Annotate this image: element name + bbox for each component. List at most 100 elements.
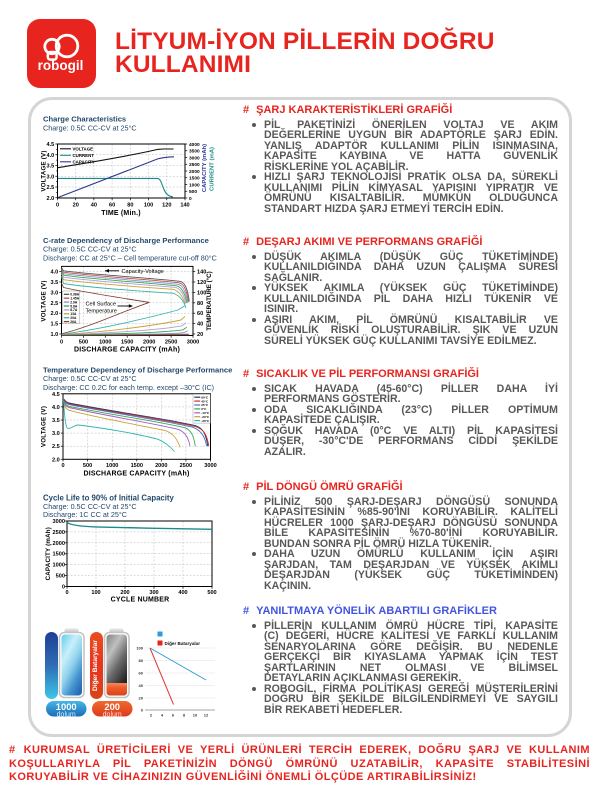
svg-text:Diğer Bataryalar: Diğer Bataryalar [165,641,201,646]
svg-text:20A: 20A [70,316,77,320]
svg-text:4: 4 [161,713,164,718]
svg-text:500: 500 [189,189,197,195]
svg-text:2.9A: 2.9A [70,300,78,304]
svg-text:60°C: 60°C [201,395,209,399]
svg-text:1000: 1000 [99,340,111,346]
svg-text:Diğer Bataryalar: Diğer Bataryalar [92,640,99,691]
svg-text:2.0: 2.0 [51,311,59,317]
svg-text:20: 20 [197,332,203,338]
svg-text:1500: 1500 [121,340,133,346]
svg-text:100: 100 [197,290,206,296]
svg-text:CAPACITY (mAh): CAPACITY (mAh) [202,144,208,192]
svg-text:12: 12 [204,713,209,718]
svg-text:2.5: 2.5 [47,185,55,191]
svg-text:140: 140 [180,203,189,209]
svg-text:100: 100 [144,203,153,209]
svg-text:20: 20 [73,203,79,209]
svg-text:CAPACITY (mAh): CAPACITY (mAh) [45,527,52,580]
svg-text:3000: 3000 [53,519,65,525]
svg-text:2500: 2500 [165,340,177,346]
svg-text:VOLTAGE: VOLTAGE [73,147,94,152]
svg-text:Charge Characteristics: Charge Characteristics [43,115,126,124]
svg-text:3500: 3500 [189,149,200,155]
svg-text:1500: 1500 [53,552,65,558]
svg-text:robogil: robogil [38,58,84,73]
svg-text:Cycle Life to 90% of Initial C: Cycle Life to 90% of Initial Capacity [43,494,175,503]
svg-text:400: 400 [178,590,187,596]
svg-text:300: 300 [149,590,158,596]
svg-text:500: 500 [79,340,88,346]
svg-text:3.5: 3.5 [47,164,55,170]
svg-text:2000: 2000 [143,340,155,346]
svg-text:200: 200 [120,590,129,596]
svg-text:CAPACITY: CAPACITY [73,160,95,165]
svg-text:100: 100 [91,590,100,596]
svg-text:60: 60 [109,203,115,209]
svg-text:0.98A: 0.98A [70,293,79,297]
svg-text:2000: 2000 [53,541,65,547]
svg-text:3.5: 3.5 [52,418,60,424]
svg-text:4.5: 4.5 [52,392,60,398]
svg-text:2000: 2000 [155,463,167,469]
svg-text:DISCHARGE CAPACITY (mAh): DISCHARGE CAPACITY (mAh) [83,471,189,478]
svg-text:0: 0 [60,340,63,346]
svg-text:VOLTAGE (V): VOLTAGE (V) [41,150,48,191]
svg-text:200: 200 [104,701,120,712]
svg-text:TIME (Min.): TIME (Min.) [101,210,141,217]
svg-text:0: 0 [141,708,144,713]
svg-text:0°C: 0°C [201,407,207,411]
svg-text:dolum: dolum [57,711,76,718]
svg-text:2.0: 2.0 [52,457,60,463]
svg-text:VOLTAGE (V): VOLTAGE (V) [41,280,48,321]
svg-text:4.0: 4.0 [51,270,59,276]
svg-text:Temperature Dependency of Disc: Temperature Dependency of Discharge Perf… [43,366,232,375]
svg-text:26A: 26A [70,320,77,324]
svg-text:dolum: dolum [103,711,122,718]
svg-text:Charge: 0.5C CC-CV at 25°C: Charge: 0.5C CC-CV at 25°C [43,124,137,133]
svg-text:3.0: 3.0 [47,174,55,180]
svg-text:4000: 4000 [189,142,200,148]
svg-text:3000: 3000 [187,340,199,346]
svg-text:0: 0 [65,590,68,596]
svg-text:Discharge: CC 0.2C for each te: Discharge: CC 0.2C for each temp. except… [43,383,214,392]
svg-text:Capacity-Voltage: Capacity-Voltage [122,269,164,275]
svg-text:120: 120 [197,280,206,286]
svg-text:DISCHARGE CAPACITY (mAh): DISCHARGE CAPACITY (mAh) [74,347,180,354]
svg-text:CURRENT (mA): CURRENT (mA) [210,147,216,191]
svg-text:1.45A: 1.45A [70,297,79,301]
svg-text:0: 0 [56,203,59,209]
svg-text:120: 120 [162,203,171,209]
svg-text:1000: 1000 [189,182,200,188]
svg-text:Discharge: 1C CC at 25°C: Discharge: 1C CC at 25°C [43,510,127,519]
svg-text:VOLTAGE (V): VOLTAGE (V) [41,406,48,447]
svg-text:2.0: 2.0 [47,196,55,202]
svg-text:100: 100 [136,646,143,651]
svg-text:10: 10 [193,713,198,718]
svg-text:2.5: 2.5 [51,301,59,307]
svg-text:-20°C: -20°C [201,415,210,419]
svg-text:40: 40 [91,203,97,209]
svg-text:Temperature: Temperature [86,309,117,315]
svg-text:CURRENT: CURRENT [73,153,95,158]
svg-text:3.0: 3.0 [52,431,60,437]
svg-text:3.0: 3.0 [51,290,59,296]
svg-text:1000: 1000 [106,463,118,469]
svg-text:3000: 3000 [204,463,216,469]
svg-text:500: 500 [83,463,92,469]
svg-text:0: 0 [189,196,192,202]
svg-text:3.5: 3.5 [51,280,59,286]
svg-text:Charge: 0.5C CC-CV at 25°C: Charge: 0.5C CC-CV at 25°C [43,374,137,383]
svg-text:4.0: 4.0 [47,153,55,159]
svg-text:20: 20 [139,696,144,701]
svg-text:60: 60 [197,311,203,317]
svg-text:CYCLE NUMBER: CYCLE NUMBER [111,597,170,604]
svg-text:1.5: 1.5 [51,322,59,328]
svg-text:6: 6 [172,713,175,718]
svg-text:4.0: 4.0 [52,405,60,411]
svg-text:1000: 1000 [53,563,65,569]
svg-text:8.7A: 8.7A [70,308,78,312]
svg-text:2500: 2500 [189,162,200,168]
svg-text:C-rate Dependency of Discharge: C-rate Dependency of Discharge Performan… [43,236,209,245]
svg-text:5.8A: 5.8A [70,304,78,308]
svg-text:Charge: 0.5C CC-CV at 25°C: Charge: 0.5C CC-CV at 25°C [43,502,137,511]
